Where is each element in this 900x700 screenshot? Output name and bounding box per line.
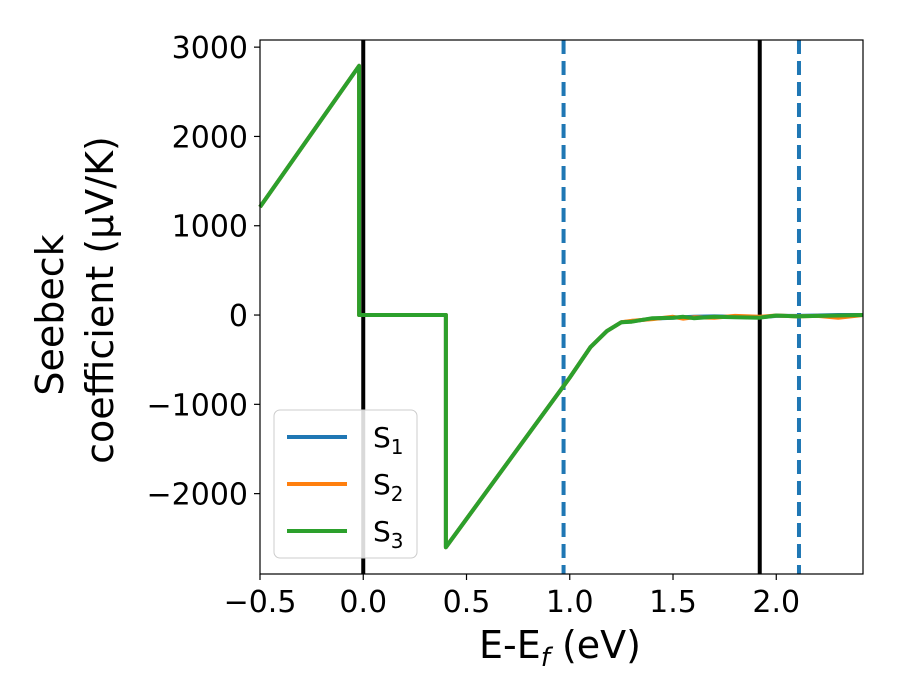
y-tick-label: −2000 <box>147 478 248 513</box>
x-tick-label: −0.5 <box>224 585 297 620</box>
y-axis-ticks: 3000 2000 1000 0 −1000 −2000 <box>147 31 260 513</box>
y-axis-label-line1: Seebeck <box>28 234 72 395</box>
x-axis-ticks: −0.5 0.0 0.5 1.0 1.5 2.0 <box>224 574 800 620</box>
plot-frame <box>259 39 864 575</box>
x-tick-label: 0.5 <box>443 585 491 620</box>
legend-label-S3: S3 <box>373 515 404 553</box>
legend: S1 S2 S3 <box>273 409 418 559</box>
y-tick-label: 1000 <box>172 210 248 245</box>
legend-label-S2: S2 <box>373 468 404 506</box>
y-tick-label: 0 <box>229 299 248 334</box>
y-tick-label: −1000 <box>147 388 248 423</box>
x-axis-label: E-Ef (eV) <box>479 623 641 673</box>
series-line-S3 <box>258 63 864 550</box>
x-tick-label: 1.5 <box>649 585 697 620</box>
y-tick-label: 2000 <box>172 120 248 155</box>
series-lines <box>258 63 864 550</box>
legend-label-S1: S1 <box>373 421 404 459</box>
x-tick-label: 2.0 <box>752 585 800 620</box>
vertical-reference-lines <box>361 40 801 574</box>
y-axis-label-line2: coefficient (μV/K) <box>78 136 122 464</box>
x-tick-label: 1.0 <box>546 585 594 620</box>
y-tick-label: 3000 <box>172 31 248 66</box>
x-tick-label: 0.0 <box>339 585 387 620</box>
